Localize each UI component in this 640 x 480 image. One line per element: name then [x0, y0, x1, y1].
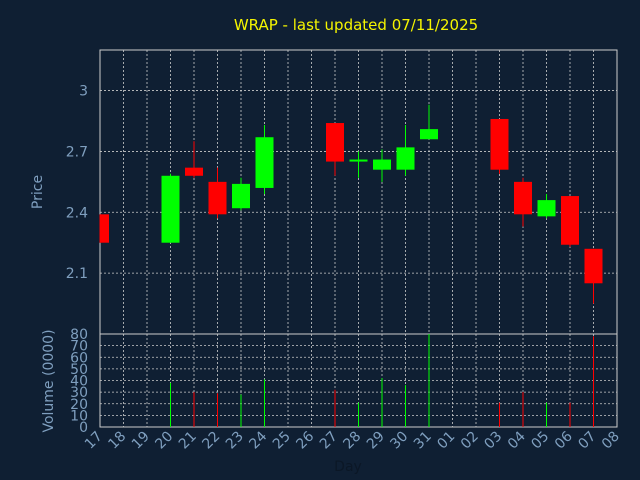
candle-20: [161, 173, 180, 243]
price-tick-label: 2.1: [66, 266, 88, 282]
day-tick-label: 21: [176, 429, 200, 453]
day-tick-label: 02: [458, 429, 482, 453]
volume-axis-label: Volume (0000): [41, 329, 57, 432]
candle-body: [514, 181, 532, 215]
day-tick-label: 04: [505, 428, 529, 452]
candle-body: [396, 147, 415, 170]
candle-body: [208, 181, 227, 215]
candle-body: [255, 137, 274, 188]
candle-27: [326, 123, 344, 176]
day-tick-label: 24: [246, 428, 270, 452]
candle-body: [232, 183, 250, 209]
candle-04: [514, 177, 532, 227]
price-axis-label: Price: [30, 175, 46, 209]
candle-body: [373, 159, 391, 170]
day-tick-label: 01: [434, 429, 458, 453]
day-tick-label: 25: [270, 429, 294, 453]
candle-body: [584, 248, 603, 284]
candle-body: [349, 159, 368, 162]
candle-body: [420, 129, 438, 140]
candle-05: [537, 194, 556, 219]
candle-body: [490, 118, 509, 170]
day-tick-label: 23: [223, 429, 247, 453]
volume-tick-label: 40: [70, 374, 88, 390]
day-tick-label: 22: [199, 429, 223, 453]
candle-body: [161, 175, 180, 243]
candle-30: [396, 125, 415, 176]
day-tick-label: 20: [152, 429, 176, 453]
day-tick-label: 03: [481, 429, 505, 453]
chart-title: WRAP - last updated 07/11/2025: [234, 16, 478, 34]
volume-tick-label: 30: [70, 385, 88, 401]
volume-tick-label: 10: [70, 408, 88, 424]
volume-tick-label: 0: [79, 420, 88, 436]
day-tick-label: 29: [364, 429, 388, 453]
candle-07: [584, 248, 603, 304]
candle-24: [255, 125, 274, 195]
price-tick-label: 2.7: [66, 144, 88, 160]
day-tick-label: 07: [575, 429, 599, 453]
candle-22: [208, 167, 227, 219]
candle-body: [100, 214, 109, 243]
day-tick-label: 08: [599, 429, 623, 453]
day-tick-label: 31: [411, 429, 435, 453]
day-tick-label: 06: [552, 428, 576, 452]
candle-23: [232, 177, 250, 211]
candle-body: [326, 123, 344, 162]
day-tick-label: 05: [528, 429, 552, 453]
volume-tick-label: 70: [70, 339, 88, 355]
x-axis-label: Day: [334, 459, 362, 475]
candle-31: [420, 104, 438, 140]
price-candles: [99, 104, 603, 304]
candle-body: [537, 200, 556, 217]
candle-body: [185, 167, 203, 176]
volume-tick-label: 50: [70, 362, 88, 378]
day-tick-label: 26: [293, 428, 317, 452]
candle-21: [185, 141, 203, 178]
day-tick-label: 28: [340, 429, 364, 453]
candle-03: [490, 118, 509, 174]
day-tick-label: 30: [387, 429, 411, 453]
candle-06: [561, 196, 579, 247]
candle-29: [373, 149, 391, 182]
candle-28: [349, 151, 368, 178]
volume-tick-label: 20: [70, 397, 88, 413]
day-tick-label: 27: [317, 429, 341, 453]
price-tick-label: 2.4: [66, 205, 88, 221]
day-tick-label: 19: [129, 429, 153, 453]
candle-body: [561, 196, 579, 245]
price-tick-label: 3: [79, 84, 88, 100]
volume-bars: [170, 334, 594, 427]
candle-17: [99, 214, 109, 243]
volume-tick-label: 80: [70, 327, 88, 343]
volume-tick-label: 60: [70, 350, 88, 366]
day-tick-label: 18: [105, 429, 129, 453]
